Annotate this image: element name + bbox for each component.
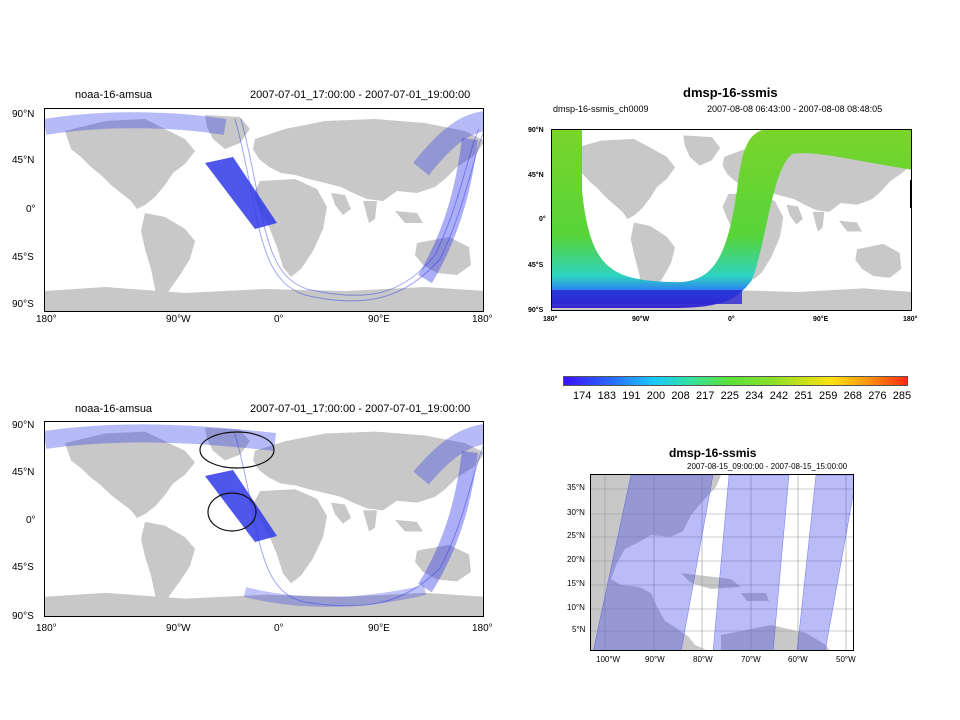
bottom-right-lat-5n: 5°N <box>572 625 586 634</box>
bottom-right-map[interactable] <box>590 474 854 651</box>
bottom-right-lon-90w: 90°W <box>645 655 665 664</box>
bottom-right-map-canvas <box>591 475 853 650</box>
bottom-left-lat-90n: 90°N <box>12 420 35 431</box>
bottom-right-lat-10n: 10°N <box>567 603 585 612</box>
bottom-right-lat-25n: 25°N <box>567 531 585 540</box>
bottom-left-lon-180w: 180° <box>36 623 57 634</box>
bottom-right-title: dmsp-16-ssmis <box>669 446 757 460</box>
bottom-left-highlight-circle-north <box>199 431 275 469</box>
colorbar-label: 225 <box>720 390 739 402</box>
top-left-platform-label: noaa-16-amsua <box>75 89 153 101</box>
top-right-lon-180e: 180° <box>903 316 918 323</box>
bottom-right-grid <box>591 475 853 650</box>
colorbar-label: 183 <box>597 390 616 402</box>
bottom-right-lat-35n: 35°N <box>567 483 585 492</box>
bottom-left-lat-90s: 90°S <box>12 611 34 622</box>
colorbar-label: 268 <box>843 390 862 402</box>
top-left-lon-180e: 180° <box>472 314 493 325</box>
bottom-left-lon-90w: 90°W <box>166 623 191 634</box>
bottom-left-platform-label: noaa-16-amsua <box>75 403 153 415</box>
bottom-right-lon-80w: 80°W <box>693 655 713 664</box>
top-right-map-canvas <box>552 130 911 310</box>
bottom-right-lon-60w: 60°W <box>788 655 808 664</box>
top-right-lon-0: 0° <box>728 316 735 323</box>
top-left-lon-90e: 90°E <box>368 314 390 325</box>
bottom-left-swath-block <box>205 470 277 542</box>
bottom-left-lat-45s: 45°S <box>12 562 34 573</box>
bottom-left-lon-0: 0° <box>274 623 284 634</box>
bottom-left-map-canvas <box>45 424 483 616</box>
top-right-lat-45n: 45°N <box>528 172 544 179</box>
top-right-lon-90w: 90°W <box>632 316 650 323</box>
colorbar-label: 234 <box>745 390 764 402</box>
top-left-lat-90s: 90°S <box>12 299 34 310</box>
bottom-right-lon-50w: 50°W <box>836 655 856 664</box>
top-right-lon-180w: 180° <box>543 316 558 323</box>
bottom-right-lon-100w: 100°W <box>596 655 621 664</box>
colorbar-label: 242 <box>769 390 789 402</box>
colorbar-label: 217 <box>696 390 715 402</box>
top-left-lat-90n: 90°N <box>12 109 35 120</box>
top-right-lat-90s: 90°S <box>528 307 544 314</box>
bottom-right-lon-70w: 70°W <box>741 655 761 664</box>
top-right-lat-45s: 45°S <box>528 262 544 269</box>
top-left-lat-0: 0° <box>26 204 36 215</box>
colorbar-label: 251 <box>794 390 813 402</box>
bottom-right-swaths <box>593 475 853 650</box>
bottom-right-time-range: 2007-08-15_09:00:00 - 2007-08-15_15:00:0… <box>687 462 848 471</box>
top-right-time-range: 2007-08-08 06:43:00 - 2007-08-08 08:48:0… <box>707 104 883 114</box>
top-right-edge-mark <box>910 180 911 208</box>
colorbar-label: 191 <box>622 390 641 402</box>
colorbar-label: 174 <box>573 390 592 402</box>
colorbar-label: 208 <box>671 390 690 402</box>
bottom-left-time-range: 2007-07-01_17:00:00 - 2007-07-01_19:00:0… <box>250 403 471 415</box>
top-right-subtitle: dmsp-16-ssmis_ch0009 <box>553 104 649 114</box>
top-left-swath-block <box>205 157 277 229</box>
colorbar-label: 276 <box>868 390 887 402</box>
colorbar-label: 259 <box>819 390 838 402</box>
top-left-lon-180w: 180° <box>36 314 57 325</box>
colorbar-gradient <box>563 376 908 386</box>
bottom-left-lat-45n: 45°N <box>12 467 35 478</box>
top-left-lat-45s: 45°S <box>12 252 34 263</box>
bottom-right-lat-20n: 20°N <box>567 555 585 564</box>
top-right-lon-90e: 90°E <box>813 316 829 323</box>
top-left-lat-45n: 45°N <box>12 155 35 166</box>
bottom-right-lat-15n: 15°N <box>567 579 585 588</box>
bottom-left-swaths <box>45 424 483 607</box>
colorbar-label: 285 <box>892 390 912 402</box>
bottom-left-map[interactable] <box>44 421 484 617</box>
colorbar-label: 200 <box>646 390 666 402</box>
top-left-map[interactable] <box>44 108 484 312</box>
top-left-map-canvas <box>45 111 483 311</box>
bottom-right-lat-30n: 30°N <box>567 508 585 517</box>
top-left-lon-90w: 90°W <box>166 314 191 325</box>
bottom-left-lon-180e: 180° <box>472 623 493 634</box>
top-left-lon-0: 0° <box>274 314 284 325</box>
bottom-left-highlight-circle-equator <box>207 492 257 532</box>
bottom-left-lat-0: 0° <box>26 515 36 526</box>
top-right-lat-0: 0° <box>539 216 546 223</box>
bottom-left-lon-90e: 90°E <box>368 623 390 634</box>
top-right-lat-90n: 90°N <box>528 127 544 134</box>
top-left-time-range: 2007-07-01_17:00:00 - 2007-07-01_19:00:0… <box>250 89 471 101</box>
top-right-title: dmsp-16-ssmis <box>683 85 778 100</box>
top-right-map[interactable] <box>551 129 912 311</box>
top-left-swaths <box>45 111 483 302</box>
top-right-polar-band <box>552 290 742 304</box>
